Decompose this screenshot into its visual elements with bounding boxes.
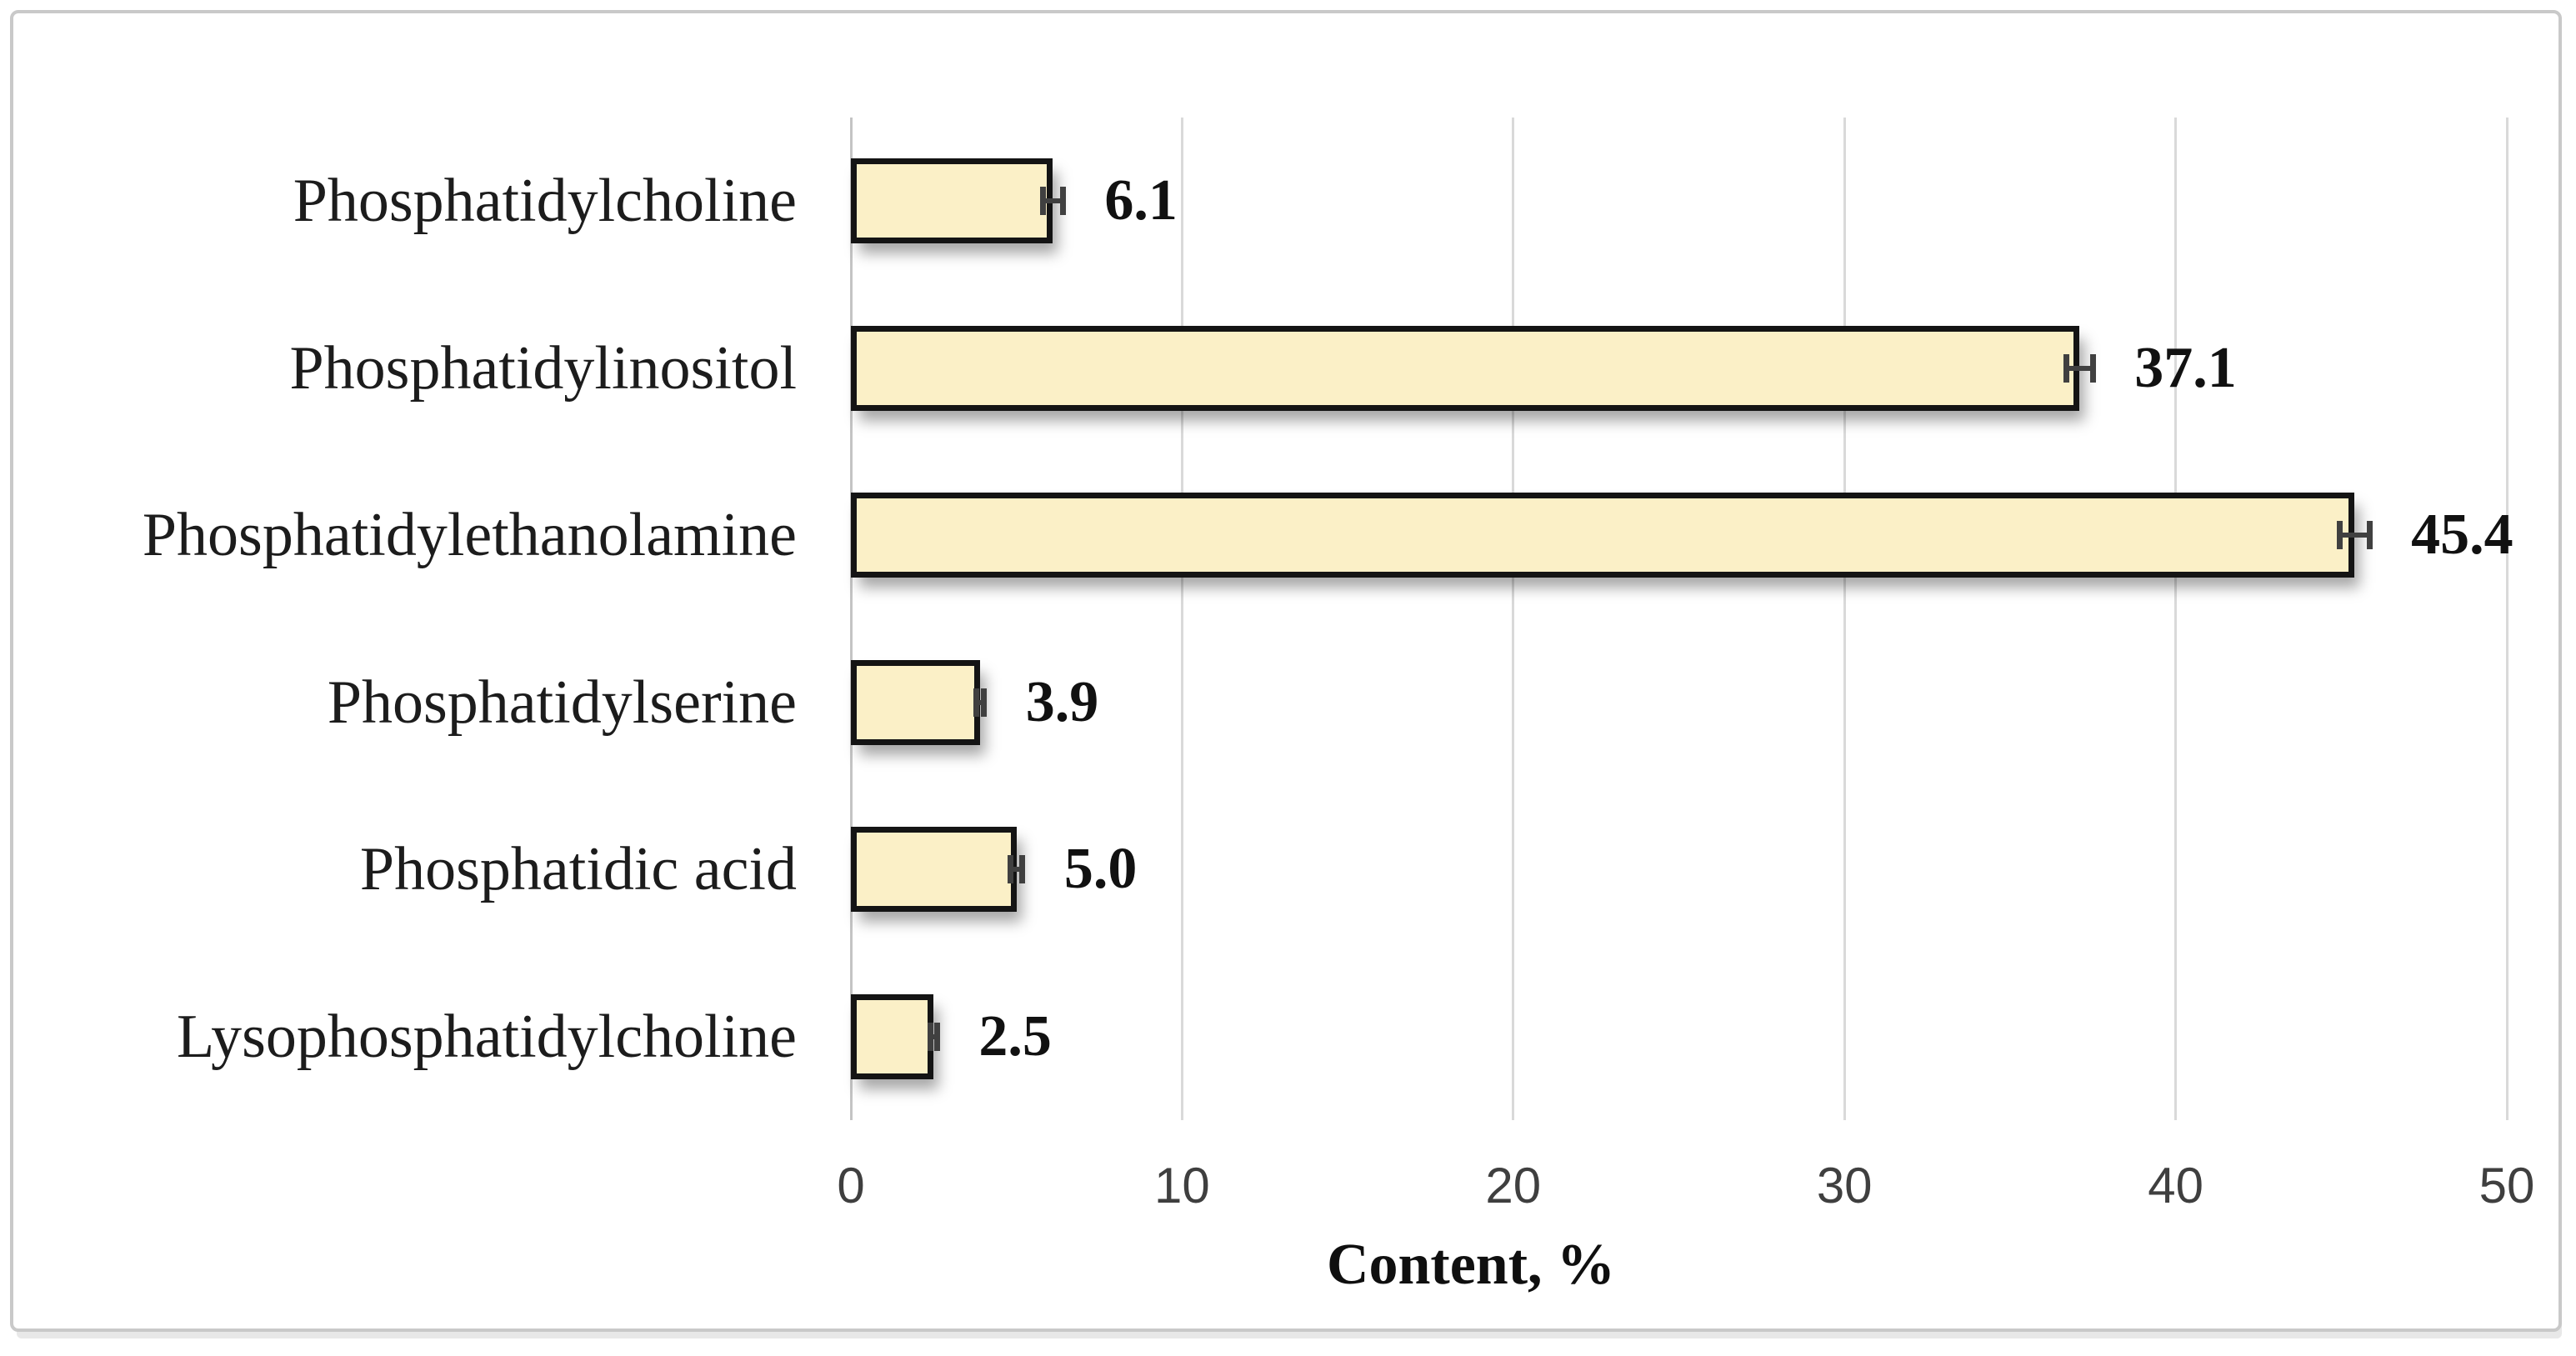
bar <box>851 158 1053 244</box>
plot-area: 0 10 20 30 40 50 Phosphatidylcholine 6.1 Phospha… <box>13 13 2558 1328</box>
value-label: 45.4 <box>2411 503 2513 568</box>
category-label: Phosphatidylethanolamine <box>142 501 797 570</box>
error-bar-cap <box>1019 855 1026 884</box>
error-bar-cap <box>1008 855 1014 884</box>
bar <box>851 493 2355 578</box>
value-label: 6.1 <box>1104 168 1178 233</box>
value-label: 5.0 <box>1063 837 1138 902</box>
figure-frame: 0 10 20 30 40 50 Phosphatidylcholine 6.1 Phospha… <box>10 10 2562 1332</box>
y-axis-line <box>849 118 853 1120</box>
error-bar-cap <box>1039 187 1046 216</box>
value-label: 37.1 <box>2134 335 2237 400</box>
error-bar-cap <box>927 1022 933 1051</box>
gridline <box>1843 118 1846 1120</box>
error-bar <box>1043 198 1063 204</box>
bar <box>851 993 934 1079</box>
bar <box>851 827 1017 913</box>
x-tick-label: 0 <box>837 1158 865 1213</box>
error-bar-cap <box>2366 521 2373 550</box>
error-bar-cap <box>981 688 988 717</box>
gridline <box>1180 118 1183 1120</box>
gridline <box>2174 118 2178 1120</box>
error-bar <box>2066 365 2093 371</box>
error-bar <box>2339 533 2370 538</box>
error-bar-cap <box>2336 521 2343 550</box>
error-bar-cap <box>2089 353 2096 383</box>
x-tick-label: 10 <box>1154 1158 1210 1213</box>
error-bar-cap <box>1059 187 1066 216</box>
category-label: Lysophosphatidylcholine <box>176 1002 797 1071</box>
category-label: Phosphatidylinositol <box>289 333 797 403</box>
category-label: Phosphatidic acid <box>359 835 797 904</box>
x-tick-label: 40 <box>2148 1158 2203 1213</box>
x-tick-label: 50 <box>2478 1158 2535 1213</box>
gridline <box>2505 118 2508 1120</box>
error-bar <box>976 699 984 705</box>
error-bar <box>930 1033 938 1039</box>
error-bar-cap <box>933 1022 940 1051</box>
error-bar <box>1010 867 1023 873</box>
x-tick-label: 30 <box>1816 1158 1873 1213</box>
category-label: Phosphatidylcholine <box>293 167 797 236</box>
error-bar-cap <box>973 688 979 717</box>
bar <box>851 659 980 745</box>
value-label: 2.5 <box>978 1003 1052 1068</box>
value-label: 3.9 <box>1025 669 1099 734</box>
x-axis-title: Content, % <box>1326 1233 1616 1297</box>
bar <box>851 325 2080 411</box>
gridline <box>1512 118 1515 1120</box>
category-label: Phosphatidylserine <box>327 668 797 737</box>
x-tick-label: 20 <box>1485 1158 1542 1213</box>
error-bar-cap <box>2063 353 2069 383</box>
